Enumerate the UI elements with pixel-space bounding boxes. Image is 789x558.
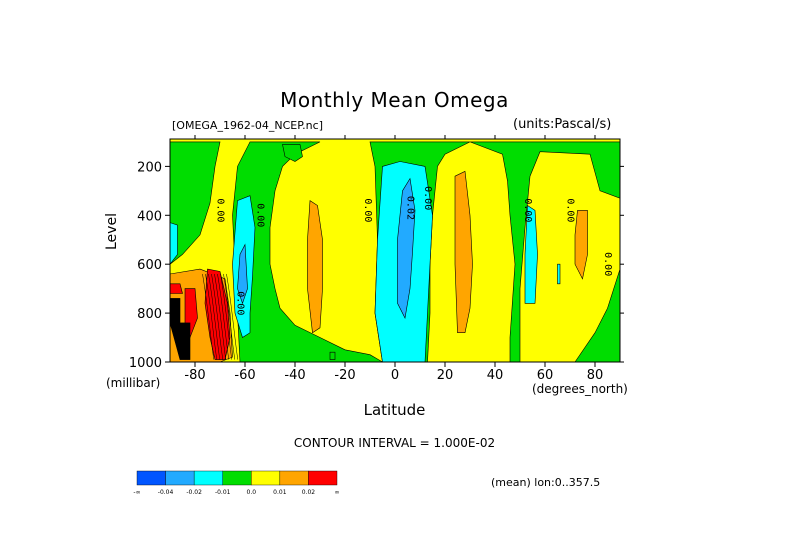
contour-interval-text: CONTOUR INTERVAL = 1.000E-02 (293, 436, 496, 450)
contour-region-blue (397, 177, 416, 319)
mean-longitude-text: (mean) lon:0..357.5 (491, 476, 601, 489)
contour-region-orange (454, 170, 473, 334)
contour-region-orange (307, 200, 323, 334)
colorbar-swatch (193, 470, 223, 486)
x-tick-label: -60 (234, 368, 255, 383)
x-tick-label: -20 (334, 368, 355, 383)
colorbar-tick-label: 0.01 (273, 489, 287, 496)
units-label: (units:Pascal/s) (513, 117, 612, 132)
colorbar-tick-label: -0.02 (186, 489, 202, 496)
colorbar-swatch (222, 470, 252, 486)
x-axis-units: (degrees_north) (532, 382, 628, 396)
contour-value-label: 0.00 (522, 198, 533, 222)
contour-value-label: 0.00 (235, 291, 246, 315)
colorbar-tick-label: 0.02 (302, 489, 316, 496)
colorbar: -∞ -0.04 -0.02 -0.01 0.0 0.01 0.02 ∞ (133, 470, 340, 496)
y-tick-label: 800 (137, 307, 162, 322)
colorbar-swatch (251, 470, 281, 486)
contour-line (220, 273, 232, 360)
colorbar-tick-label: 0.0 (247, 489, 257, 496)
contour-fill-regions (169, 139, 621, 363)
contour-value-label: 0.00 (422, 186, 433, 210)
contour-region-orange (574, 210, 588, 280)
contour-line (205, 273, 217, 360)
y-tick-label: 400 (137, 209, 162, 224)
contour-value-label: 0.00 (255, 203, 266, 227)
contour-region-green (282, 144, 303, 162)
contour-region-black (169, 298, 191, 360)
contour-line (217, 273, 229, 360)
colorbar-end-label: ∞ (335, 489, 340, 496)
colorbar-swatch (165, 470, 195, 486)
contour-value-label: 0.00 (215, 198, 226, 222)
contour-region-yellow (519, 151, 621, 363)
y-tick-label: 600 (137, 258, 162, 273)
x-tick-label: -80 (184, 368, 205, 383)
contour-region-cyan (524, 204, 538, 304)
contour-line (214, 273, 226, 360)
colorbar-swatch (136, 470, 166, 486)
contour-region-green (169, 141, 221, 265)
contour-line (223, 273, 235, 360)
contour-line (211, 273, 223, 360)
x-axis-label: Latitude (363, 401, 426, 419)
x-tick-label: 40 (487, 368, 504, 383)
contour-line (208, 273, 220, 360)
y-axis-units: (millibar) (106, 376, 161, 390)
x-tick-label: -40 (284, 368, 305, 383)
y-tick-label: 1000 (129, 356, 162, 371)
contour-region-cyan (557, 263, 561, 285)
contour-value-label: 0.00 (602, 252, 613, 276)
colorbar-tick-label: -0.04 (158, 489, 174, 496)
dataset-name: [OMEGA_1962-04_NCEP.nc] (172, 119, 323, 132)
x-tick-label: 20 (437, 368, 454, 383)
contour-line (202, 273, 214, 360)
contour-region-blue (237, 243, 248, 305)
x-tick-label: 60 (537, 368, 554, 383)
contour-value-label: 0.00 (565, 198, 576, 222)
x-tick-label: 0 (391, 368, 399, 383)
contour-lines (202, 273, 238, 360)
x-tick-label: 80 (587, 368, 604, 383)
contour-value-labels: 0.00 0.00 0.00 0.02 0.00 0.00 0.00 0.00 0.00 (215, 186, 614, 315)
y-axis-label: Level (104, 213, 120, 250)
colorbar-tick-label: -∞ (133, 489, 140, 496)
colorbar-swatch (279, 470, 309, 486)
colorbar-tick-label: -0.01 (215, 489, 231, 496)
chart-title: Monthly Mean Omega (280, 88, 509, 112)
contour-value-label: 0.02 (405, 196, 416, 220)
y-tick-label: 200 (137, 160, 162, 175)
colorbar-swatch (308, 470, 338, 486)
contour-line (226, 273, 238, 360)
contour-region-green (329, 351, 336, 360)
contour-region-red (169, 283, 183, 294)
contour-value-label: 0.00 (362, 198, 373, 222)
axes: -80 -60 -40 -20 0 20 40 60 80 200 400 600 800 1000 (129, 135, 624, 383)
